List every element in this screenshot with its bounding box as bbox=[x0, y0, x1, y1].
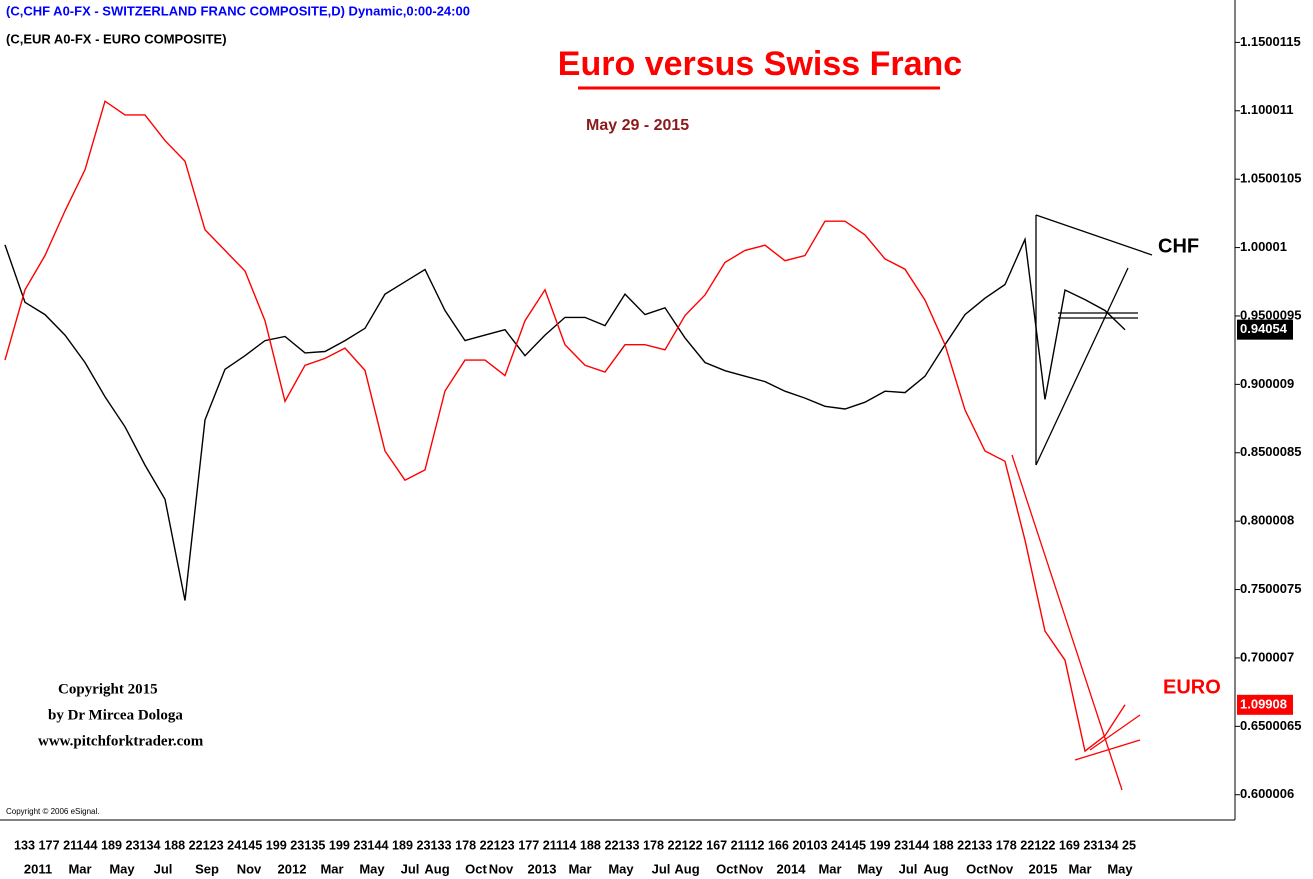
x-tick-label: Mar bbox=[568, 861, 591, 876]
x-tick-label: May bbox=[1107, 861, 1133, 876]
y-tick-label: 1.00001 bbox=[1240, 239, 1287, 254]
x-tick-label: 2013 bbox=[528, 861, 557, 876]
chart-subtitle: May 29 - 2015 bbox=[586, 117, 689, 134]
copyright-line: www.pitchforktrader.com bbox=[38, 733, 204, 749]
chf-trendlines bbox=[1035, 214, 1153, 466]
x-tick-label: Nov bbox=[739, 861, 764, 876]
trendline bbox=[1074, 739, 1141, 761]
x-tick-label: Oct bbox=[716, 861, 738, 876]
y-tick-label: 1.0500105 bbox=[1240, 171, 1301, 186]
x-tick-label: May bbox=[109, 861, 135, 876]
y-tick-label: 0.800008 bbox=[1240, 513, 1294, 528]
x-tick-label: May bbox=[608, 861, 634, 876]
y-tick-label: 0.9500095 bbox=[1240, 307, 1301, 322]
y-tick-label: 0.900009 bbox=[1240, 376, 1294, 391]
x-tick-label: May bbox=[359, 861, 385, 876]
series-label: CHF bbox=[1158, 235, 1199, 257]
x-tick-label: Aug bbox=[923, 861, 948, 876]
trendline bbox=[1035, 267, 1129, 466]
x-tick-label: Nov bbox=[489, 861, 514, 876]
last-value-label: 1.09908 bbox=[1240, 696, 1287, 711]
x-tick-numbers: 133 177 21144 189 23134 188 22123 24145 … bbox=[14, 837, 1136, 852]
x-tick-label: Nov bbox=[989, 861, 1014, 876]
copyright-line: Copyright 2015 bbox=[58, 681, 158, 697]
last-value-box bbox=[1237, 319, 1293, 340]
series-label: EURO bbox=[1163, 676, 1221, 698]
trendline bbox=[1011, 454, 1123, 791]
x-tick-label: Mar bbox=[68, 861, 91, 876]
x-tick-label: Jul bbox=[154, 861, 173, 876]
euro-trendlines bbox=[1011, 454, 1141, 791]
x-tick-label: 2014 bbox=[777, 861, 807, 876]
y-tick-label: 0.6500065 bbox=[1240, 718, 1301, 733]
x-tick-label: Jul bbox=[652, 861, 671, 876]
trendline bbox=[1089, 714, 1141, 751]
x-tick-label: 2011 bbox=[24, 861, 52, 876]
x-tick-label: Nov bbox=[237, 861, 262, 876]
x-tick-label: Aug bbox=[674, 861, 699, 876]
x-tick-label: Mar bbox=[818, 861, 841, 876]
x-tick-label: Aug bbox=[424, 861, 449, 876]
x-tick-label: 2012 bbox=[278, 861, 307, 876]
y-tick-label: 1.100011 bbox=[1240, 102, 1294, 117]
chart-title: Euro versus Swiss Franc bbox=[558, 45, 962, 83]
x-tick-label: Oct bbox=[966, 861, 988, 876]
x-tick-label: Oct bbox=[465, 861, 487, 876]
x-tick-label: Sep bbox=[195, 861, 219, 876]
x-tick-label: Jul bbox=[899, 861, 918, 876]
header-line: (C,EUR A0-FX - EURO COMPOSITE) bbox=[6, 31, 227, 46]
y-tick-label: 0.7500075 bbox=[1240, 581, 1301, 596]
y-tick-label: 1.1500115 bbox=[1240, 34, 1301, 49]
last-value-box bbox=[1237, 694, 1293, 715]
last-value-label: 0.94054 bbox=[1240, 321, 1288, 336]
trendline bbox=[1035, 214, 1153, 256]
x-tick-label: May bbox=[857, 861, 883, 876]
software-credit: Copyright © 2006 eSignal. bbox=[6, 807, 100, 816]
y-tick-label: 0.700007 bbox=[1240, 649, 1294, 664]
series-line bbox=[4, 236, 1126, 601]
y-tick-label: 0.8500085 bbox=[1240, 444, 1301, 459]
x-tick-label: Mar bbox=[1068, 861, 1091, 876]
x-tick-label: Jul bbox=[401, 861, 420, 876]
x-tick-label: 2015 bbox=[1029, 861, 1058, 876]
header-line: (C,CHF A0-FX - SWITZERLAND FRANC COMPOSI… bbox=[6, 3, 470, 18]
x-tick-label: Mar bbox=[320, 861, 343, 876]
copyright-line: by Dr Mircea Dologa bbox=[48, 707, 183, 723]
series-line bbox=[4, 100, 1126, 753]
y-tick-label: 0.600006 bbox=[1240, 786, 1294, 801]
